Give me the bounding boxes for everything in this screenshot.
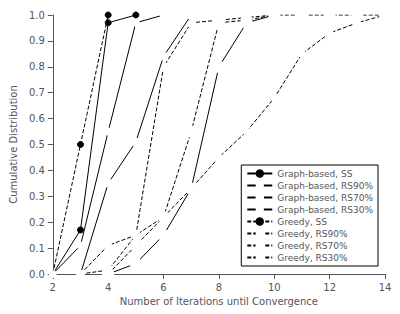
svg-text:Number of Iterations until Con: Number of Iterations until Convergence (120, 296, 318, 307)
svg-text:6: 6 (160, 282, 166, 293)
svg-text:0.5: 0.5 (29, 139, 45, 150)
svg-text:0.7: 0.7 (29, 87, 45, 98)
svg-text:4: 4 (105, 282, 111, 293)
svg-text:10: 10 (268, 282, 281, 293)
svg-text:Greedy, RS90%: Greedy, RS90% (277, 229, 348, 239)
svg-text:Graph-based, RS90%: Graph-based, RS90% (277, 181, 373, 191)
svg-text:0.4: 0.4 (29, 165, 45, 176)
svg-text:1.0: 1.0 (29, 10, 45, 21)
svg-text:0.1: 0.1 (29, 243, 45, 254)
svg-text:0.3: 0.3 (29, 191, 45, 202)
svg-text:Graph-based, RS30%: Graph-based, RS30% (277, 205, 373, 215)
svg-text:0.2: 0.2 (29, 217, 45, 228)
svg-text:12: 12 (323, 282, 336, 293)
svg-text:0.9: 0.9 (29, 35, 45, 46)
svg-text:0.6: 0.6 (29, 113, 45, 124)
svg-text:Graph-based, SS: Graph-based, SS (277, 169, 352, 179)
svg-text:0.8: 0.8 (29, 61, 45, 72)
svg-text:2: 2 (50, 282, 56, 293)
svg-text:0.0: 0.0 (29, 269, 45, 280)
svg-text:Greedy, RS30%: Greedy, RS30% (277, 253, 348, 263)
svg-text:14: 14 (379, 282, 392, 293)
svg-text:Graph-based, RS70%: Graph-based, RS70% (277, 193, 373, 203)
svg-text:Greedy, RS70%: Greedy, RS70% (277, 241, 348, 251)
svg-text:Greedy, SS: Greedy, SS (277, 217, 327, 227)
svg-text:Cumulative Distribution: Cumulative Distribution (8, 85, 19, 204)
svg-text:8: 8 (216, 282, 222, 293)
